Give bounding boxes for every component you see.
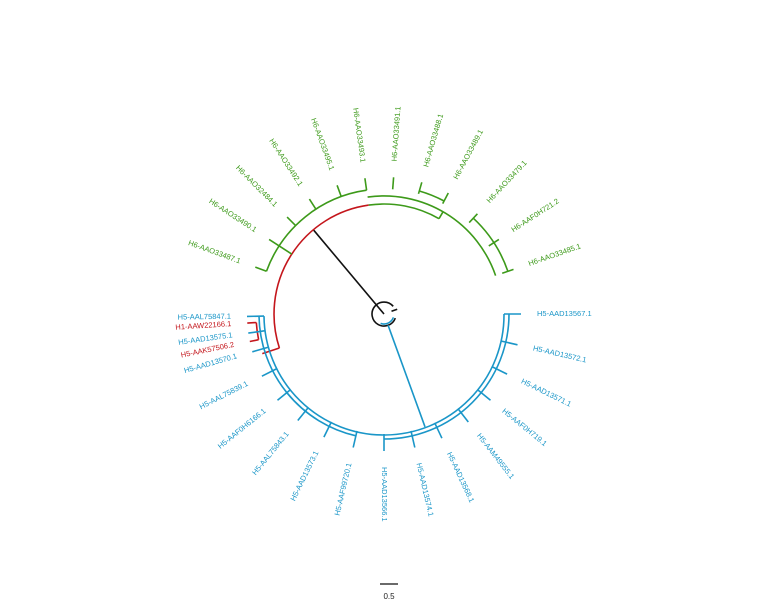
leaf-label: H5-AAD13571.1 (520, 377, 573, 409)
leaf-label: H6-AAO33489.1 (451, 128, 485, 181)
leaf-label: H5-AAD13574.1 (415, 462, 436, 517)
leaf-branch (323, 421, 333, 438)
leaf-branch (364, 178, 368, 191)
leaf-label: H6-AAO33488.1 (421, 113, 445, 168)
h5-root-arc (380, 317, 395, 325)
h5-stem (387, 325, 426, 428)
leaf-label: H5-AAL75843.1 (250, 430, 291, 477)
h6-stem-b (438, 211, 444, 220)
leaf-branch (336, 185, 342, 197)
leaf-branch (501, 268, 514, 275)
leaf-label: H6-AAO33487.1 (187, 238, 242, 265)
leaf-branch (261, 367, 278, 377)
leaf-branch (247, 321, 257, 324)
leaf-branch (255, 266, 267, 272)
leaf-branch (286, 216, 297, 227)
leaf-label: H5-AAL75839.1 (198, 379, 250, 411)
h6-arc-a (265, 189, 367, 272)
leaf-label: H6-AAO33491.1 (390, 106, 403, 162)
leaf-label: H6-AAO33493.1 (351, 107, 368, 163)
leaf-branch (491, 365, 508, 375)
leaf-label: H5-AAF0H6166.1 (216, 406, 268, 450)
upper-arc-h1 (273, 204, 369, 349)
leaf-branch (391, 177, 395, 190)
leaf-label: H5-AAD13566.1 (380, 467, 389, 522)
leaf-label: H6-AAO32484.1 (234, 163, 279, 208)
leaf-branch (410, 430, 416, 448)
leaf-label: H6-AAO33495.1 (309, 117, 336, 172)
scale-bar: 0.5 (380, 583, 398, 601)
leaf-branch (248, 329, 266, 334)
root-stub (391, 308, 398, 313)
h6-arc-b (367, 195, 497, 276)
leaf-branch (457, 408, 469, 423)
h6-stem-a (278, 245, 293, 255)
h5-arc-left (258, 316, 357, 437)
h6-arc-c (419, 190, 445, 202)
leaf-branch (276, 388, 292, 401)
leaf-label: H5-AAD13573.1 (288, 449, 320, 502)
leaf-label: H6-AAO33479.1 (485, 158, 529, 204)
leaf-branch (476, 388, 492, 401)
leaf-branch (268, 238, 280, 247)
leaf-branch (488, 238, 500, 247)
leaf-branch (441, 192, 450, 204)
leaf-label: H6-AAO33490.1 (207, 197, 258, 235)
leaf-branch (500, 340, 518, 346)
tree-branches (246, 177, 521, 451)
leaf-label: H5-AAL75847.1 (178, 312, 232, 322)
leaf-branch (252, 346, 269, 353)
leaf-label: H5-AAD13568.1 (445, 451, 476, 504)
h5-arc-main (263, 313, 505, 436)
leaf-branch (297, 406, 310, 422)
leaf-label: H5-AAM49555.1 (475, 432, 516, 481)
root-arc (371, 301, 397, 327)
leaf-branch (468, 213, 478, 224)
upper-arc-h6 (368, 203, 440, 220)
leaf-branch (249, 338, 259, 343)
scale-bar-label: 0.5 (383, 592, 395, 601)
leaf-label: H6-AAO33492.1 (267, 137, 305, 188)
leaf-label: H5-AAF0H719.1 (500, 406, 548, 448)
leaf-label: H5-AAD13567.1 (537, 309, 592, 318)
leaf-label: H1-AAW22166.1 (175, 319, 231, 332)
leaf-branch (308, 198, 317, 210)
h5-arc-right (383, 313, 510, 440)
root-branch-upper (312, 229, 385, 315)
leaf-label: H5-AAF99720.1 (333, 462, 354, 516)
leaf-branch (352, 430, 358, 448)
leaf-branch (417, 182, 423, 195)
leaf-label: H6-AAF0H721.2 (510, 197, 561, 235)
leaf-label: H6-AAO33485.1 (527, 242, 582, 268)
leaf-branch (433, 422, 443, 439)
leaf-label: H5-AAD13572.1 (532, 344, 587, 365)
